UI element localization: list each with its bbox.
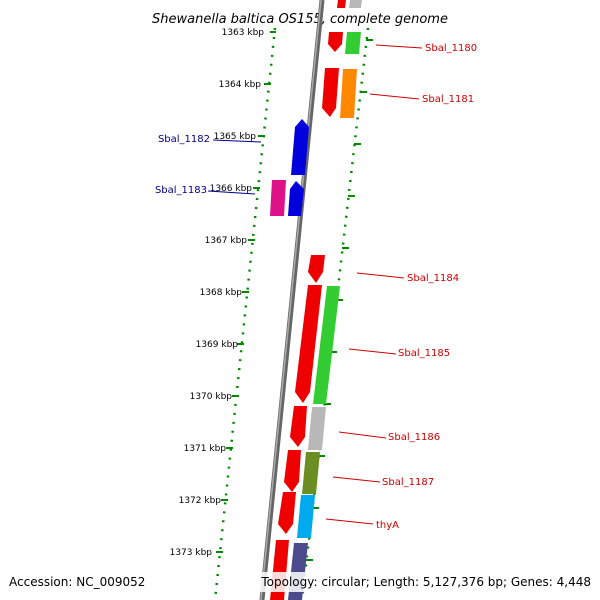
- ruler-tick: 1372 kbp: [179, 496, 228, 506]
- gene-arrow[interactable]: [278, 492, 296, 534]
- ruler-tick-label: 1369 kbp: [196, 340, 239, 350]
- gene-arrow[interactable]: [328, 32, 343, 52]
- topology-text: Topology: circular; Length: 5,127,376 bp…: [260, 575, 591, 589]
- gene-label[interactable]: Sbal_1186: [388, 432, 440, 443]
- gene-label[interactable]: Sbal_1184: [407, 273, 459, 284]
- gene-arrow[interactable]: [295, 285, 322, 403]
- ruler-tick: 1370 kbp: [190, 392, 239, 402]
- ruler-tick: 1363 kbp: [222, 28, 276, 38]
- ruler-tick-label: 1372 kbp: [179, 496, 222, 506]
- gene-label[interactable]: Sbal_1187: [382, 477, 434, 488]
- cog-block: [308, 407, 326, 450]
- ruler-tick-label: 1373 kbp: [170, 548, 213, 558]
- ruler-tick-label: 1366 kbp: [210, 184, 253, 194]
- ruler-tick-label: 1368 kbp: [200, 288, 243, 298]
- ruler: 1363 kbp 1364 kbp 1365 kbp 1366 kbp 1367…: [170, 28, 276, 558]
- left-dotted-axis: [213, 27, 277, 600]
- gene-thya[interactable]: thyA: [278, 492, 399, 538]
- cog-block: [313, 286, 340, 404]
- ruler-tick-label: 1367 kbp: [205, 236, 248, 246]
- ruler-tick-label: 1364 kbp: [219, 80, 262, 90]
- gene-sbal-1186[interactable]: Sbal_1186: [290, 406, 440, 450]
- gene-arrow[interactable]: [308, 255, 325, 283]
- gene-label[interactable]: Sbal_1180: [425, 43, 477, 54]
- gene-sbal-1180[interactable]: Sbal_1180: [328, 32, 477, 54]
- footer-strip-left: [0, 572, 150, 592]
- gene-arrow[interactable]: [322, 68, 339, 117]
- cog-block: [345, 32, 361, 54]
- ruler-tick-label: 1365 kbp: [214, 132, 257, 142]
- gene-sbal-1185[interactable]: Sbal_1185: [295, 285, 450, 404]
- ruler-tick: 1367 kbp: [205, 236, 255, 246]
- ruler-tick: 1368 kbp: [200, 288, 249, 298]
- cog-block: [340, 69, 357, 118]
- map-title: Shewanella baltica OS155, complete genom…: [152, 12, 448, 27]
- gene-sbal-1183[interactable]: Sbal_1183: [155, 180, 304, 216]
- footer-strip: [255, 572, 600, 592]
- gene-sbal-1187[interactable]: Sbal_1187: [284, 450, 434, 494]
- cog-block: [302, 452, 320, 494]
- genome-backbone: [259, 0, 325, 600]
- gene-sbal-1181[interactable]: Sbal_1181: [322, 68, 474, 118]
- gene-arrow[interactable]: [291, 119, 309, 175]
- genome-backbone-highlight: [260, 0, 322, 600]
- gene-label[interactable]: Sbal_1181: [422, 94, 474, 105]
- gene-arrow[interactable]: [288, 181, 304, 216]
- cog-block: [349, 0, 362, 8]
- gene-label[interactable]: thyA: [376, 520, 399, 531]
- ruler-tick: 1373 kbp: [170, 548, 223, 558]
- ruler-tick-label: 1371 kbp: [184, 444, 227, 454]
- ruler-tick: 1365 kbp: [214, 132, 265, 142]
- cog-block: [297, 495, 315, 538]
- gene-label[interactable]: Sbal_1185: [398, 348, 450, 359]
- gene-label[interactable]: Sbal_1182: [158, 134, 210, 145]
- gene-arrow[interactable]: [290, 406, 307, 447]
- ruler-tick: 1364 kbp: [219, 80, 271, 90]
- gene-sbal-1184[interactable]: Sbal_1184: [308, 255, 459, 284]
- gene-arrow[interactable]: [337, 0, 346, 8]
- ruler-tick: 1371 kbp: [184, 444, 233, 454]
- accession-text: Accession: NC_009052: [9, 575, 145, 589]
- cog-block: [270, 180, 286, 216]
- ruler-tick: 1369 kbp: [196, 340, 244, 350]
- gene-sbal-1182[interactable]: Sbal_1182: [158, 119, 309, 175]
- ruler-tick-label: 1363 kbp: [222, 28, 265, 38]
- gene-label[interactable]: Sbal_1183: [155, 185, 207, 196]
- ruler-tick: 1366 kbp: [210, 184, 260, 194]
- gene-arrow[interactable]: [284, 450, 301, 492]
- ruler-tick-label: 1370 kbp: [190, 392, 233, 402]
